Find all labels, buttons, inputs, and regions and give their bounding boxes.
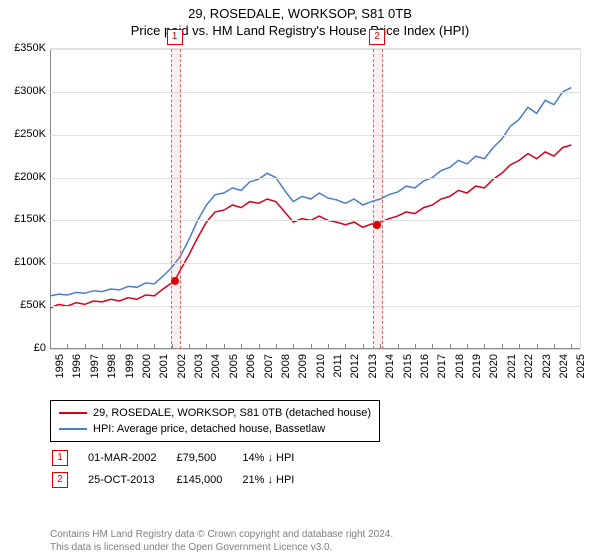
page-subtitle: Price paid vs. HM Land Registry's House … [0,23,600,38]
table-row: 2 25-OCT-2013£145,00021% ↓ HPI [52,470,312,490]
legend-label: 29, ROSEDALE, WORKSOP, S81 0TB (detached… [93,405,371,421]
x-tick [328,344,329,349]
marker-dot [373,221,381,229]
x-tick [241,344,242,349]
x-tick [554,344,555,349]
tx-price: £145,000 [176,470,240,490]
footer: Contains HM Land Registry data © Crown c… [50,528,393,554]
x-tick [276,344,277,349]
tx-num-cell: 2 [52,470,86,490]
legend-swatch [59,428,87,430]
tx-delta: 21% ↓ HPI [242,470,312,490]
tx-delta: 14% ↓ HPI [242,448,312,468]
tx-num-box: 1 [52,450,68,466]
x-tick [172,344,173,349]
marker-number: 1 [167,29,183,45]
x-tick [102,344,103,349]
x-tick [380,344,381,349]
y-tick-label: £0 [0,342,46,354]
y-tick-label: £350K [0,42,46,54]
x-tick [450,344,451,349]
y-tick-label: £150K [0,213,46,225]
gridline [50,135,580,136]
marker-band [171,49,181,349]
tx-date: 25-OCT-2013 [88,470,174,490]
legend-row: 29, ROSEDALE, WORKSOP, S81 0TB (detached… [59,405,371,421]
x-tick [224,344,225,349]
x-tick [293,344,294,349]
x-tick [189,344,190,349]
y-tick-label: £50K [0,299,46,311]
x-tick [345,344,346,349]
gridline [50,49,580,50]
x-tick [398,344,399,349]
x-tick [311,344,312,349]
table-row: 1 01-MAR-2002£79,50014% ↓ HPI [52,448,312,468]
x-tick [206,344,207,349]
legend: 29, ROSEDALE, WORKSOP, S81 0TB (detached… [50,400,380,442]
footer-line: This data is licensed under the Open Gov… [50,541,393,554]
line-canvas [50,49,580,349]
x-tick [432,344,433,349]
x-tick [120,344,121,349]
tx-num-cell: 1 [52,448,86,468]
gridline [50,306,580,307]
chart: 12 £0£50K£100K£150K£200K£250K£300K£350K1… [0,48,600,388]
gridline [50,92,580,93]
marker-band [373,49,383,349]
marker-number: 2 [369,29,385,45]
y-tick-label: £100K [0,256,46,268]
legend-row: HPI: Average price, detached house, Bass… [59,421,371,437]
x-tick [571,344,572,349]
gridline [50,220,580,221]
tx-num-box: 2 [52,472,68,488]
gridline [50,263,580,264]
x-tick-label: 2025 [575,354,600,378]
tx-date: 01-MAR-2002 [88,448,174,468]
gridline [50,349,580,350]
y-tick-label: £250K [0,128,46,140]
x-tick [415,344,416,349]
gridline [50,178,580,179]
x-tick [363,344,364,349]
x-tick [50,344,51,349]
footer-line: Contains HM Land Registry data © Crown c… [50,528,393,541]
x-tick [484,344,485,349]
transactions-table: 1 01-MAR-2002£79,50014% ↓ HPI 2 25-OCT-2013… [50,446,314,492]
x-tick [537,344,538,349]
x-tick [259,344,260,349]
x-tick [67,344,68,349]
x-tick [137,344,138,349]
x-tick [467,344,468,349]
x-tick [519,344,520,349]
tx-price: £79,500 [176,448,240,468]
series-line [50,145,571,308]
x-tick [154,344,155,349]
y-tick-label: £300K [0,85,46,97]
legend-label: HPI: Average price, detached house, Bass… [93,421,325,437]
x-tick [502,344,503,349]
series-line [50,88,571,296]
y-tick-label: £200K [0,171,46,183]
legend-swatch [59,412,87,414]
x-tick [85,344,86,349]
plot-area: 12 [50,48,581,349]
page-title: 29, ROSEDALE, WORKSOP, S81 0TB [0,6,600,21]
marker-dot [171,277,179,285]
